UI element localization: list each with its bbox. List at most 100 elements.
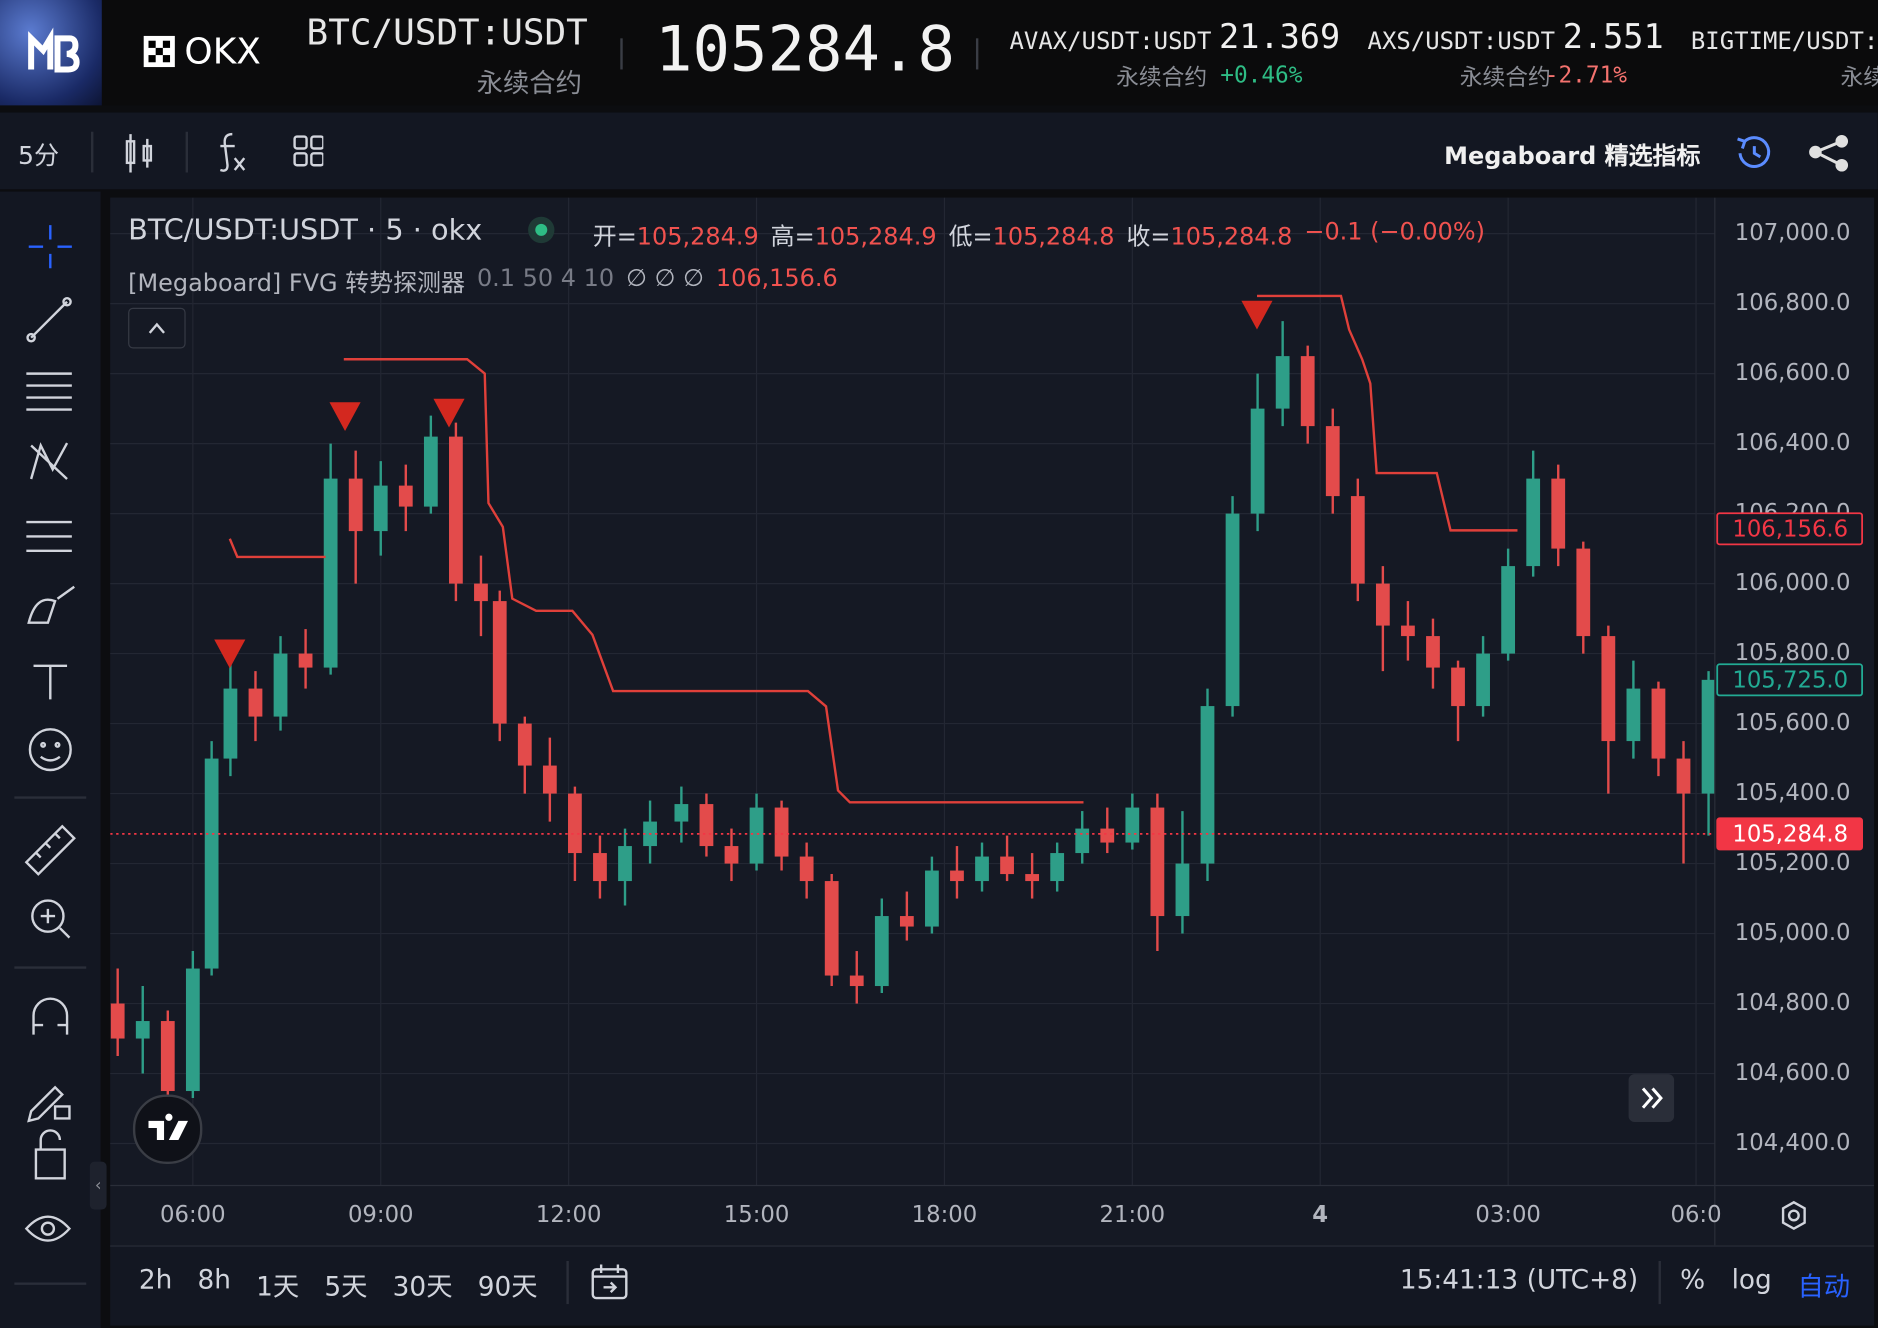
y-tick-label: 107,000.0 [1735, 220, 1851, 246]
ohlc-label: 低= [948, 221, 993, 251]
candle-body [1651, 688, 1666, 759]
legend-indicator[interactable]: [Megaboard] FVG 转势探测器 0.1 50 4 10 ∅ ∅ ∅ … [128, 263, 838, 298]
price-badge-label: 105,284.8 [1732, 822, 1848, 848]
ohlc-label: 收= [1126, 221, 1171, 251]
clock: 15:41:13 (UTC+8) [1399, 1265, 1639, 1296]
toolbar-icons[interactable] [120, 129, 324, 177]
candle-body [674, 804, 689, 822]
candle-body [1676, 758, 1691, 794]
scroll-right[interactable] [1628, 1074, 1675, 1123]
candle-body [1526, 478, 1541, 567]
candle-body [1275, 356, 1290, 409]
candle-body [223, 688, 238, 759]
candle-body [849, 975, 864, 987]
divider [620, 38, 623, 70]
signal-marker [214, 639, 246, 669]
candle-body [1075, 828, 1090, 854]
y-tick-label: 106,000.0 [1735, 570, 1851, 596]
range-button[interactable]: 5天 [324, 1272, 368, 1303]
candle-body [1501, 566, 1516, 654]
collapse-legend[interactable] [128, 307, 186, 349]
candle-body [542, 765, 557, 794]
candle-body [1025, 874, 1040, 882]
log-toggle[interactable]: log [1731, 1265, 1772, 1296]
x-tick-label: 15:00 [724, 1202, 790, 1228]
signal-marker [433, 398, 465, 428]
x-tick-label: 21:00 [1100, 1202, 1166, 1228]
y-tick-label: 105,800.0 [1735, 640, 1851, 666]
ticker-symbol[interactable]: AXS/USDT:USDT [1367, 26, 1556, 56]
ticker-contract: 永续 [1840, 64, 1878, 92]
range-button[interactable]: 30天 [392, 1272, 453, 1303]
candle-body [1050, 853, 1065, 882]
collapse-toolbar[interactable]: ‹ [89, 1161, 107, 1210]
candle-body [348, 478, 363, 532]
range-button[interactable]: 8h [197, 1265, 232, 1296]
ohlc-value: 105,284.8 [1170, 221, 1293, 251]
indicator-params: 0.1 50 4 10 [476, 263, 615, 293]
candle-body [593, 853, 607, 882]
y-tick-label: 105,000.0 [1735, 920, 1851, 946]
x-tick-label: 09:00 [348, 1202, 414, 1228]
ticker-symbol[interactable]: AVAX/USDT:USDT [1009, 26, 1212, 56]
candle-body [1000, 856, 1014, 875]
candle-body [110, 1003, 125, 1039]
brand-icon-mark [148, 40, 171, 63]
indicator-menu[interactable]: Megaboard 精选指标 [1444, 141, 1701, 171]
candle-body [323, 478, 338, 668]
ohlc-label: 高= [770, 221, 815, 251]
range-button[interactable]: 2h [138, 1265, 173, 1296]
candle-body [423, 436, 438, 507]
x-tick-label: 03:00 [1475, 1202, 1541, 1228]
chevron-up [148, 322, 165, 334]
candle-body [749, 807, 764, 864]
candle-body [273, 653, 288, 717]
legend-title[interactable]: BTC/USDT:USDT · 5 · okx [128, 213, 483, 247]
candle-body [568, 793, 582, 854]
y-tick-label: 105,600.0 [1735, 710, 1851, 736]
ticker-price: 21.369 [1219, 16, 1341, 57]
y-tick-label: 104,600.0 [1735, 1060, 1851, 1086]
percent-toggle[interactable]: % [1680, 1265, 1706, 1296]
candle-body [1551, 478, 1566, 549]
ohlc-item: 高=105,284.9 [771, 217, 937, 252]
y-tick-label: 106,400.0 [1735, 430, 1851, 456]
candle-body [1626, 688, 1641, 742]
bottom-bar [110, 1245, 1875, 1326]
range-buttons: 2h 8h 1天 5天 30天 90天 [139, 1266, 538, 1304]
candle-body [1175, 863, 1190, 917]
tv-logo[interactable] [132, 1094, 203, 1164]
range-button[interactable]: 1天 [256, 1272, 300, 1303]
ohlc-item: 开=105,284.9 [593, 217, 759, 252]
replay-icon[interactable] [1737, 136, 1771, 168]
candle-body [1225, 513, 1240, 707]
range-button[interactable]: 90天 [477, 1272, 538, 1303]
candle-body [160, 1021, 175, 1092]
share-icon[interactable] [1809, 135, 1849, 172]
drawing-tools[interactable] [0, 192, 108, 1328]
interval-button[interactable]: 5分 [17, 141, 60, 171]
auto-toggle[interactable]: 自动 [1797, 1272, 1851, 1303]
candle-body [517, 723, 532, 766]
candle-body [874, 916, 889, 987]
status-dot-core [535, 223, 548, 236]
ticker-symbol[interactable]: BIGTIME/USDT: [1690, 26, 1878, 56]
candle-body [824, 881, 839, 976]
goto-date[interactable] [589, 1262, 630, 1303]
brand-icon [143, 35, 175, 68]
indicator-empties: ∅ ∅ ∅ [626, 263, 704, 293]
candle-body [398, 485, 413, 507]
plot [110, 294, 1715, 1116]
ticker-change: -2.71% [1544, 62, 1627, 89]
grid [110, 197, 1715, 1186]
legend-ohlc: 开=105,284.9 高=105,284.9 低=105,284.8 收=10… [593, 217, 1485, 252]
settings-icon[interactable] [1777, 1199, 1811, 1233]
candle-body [185, 968, 200, 1092]
divider [566, 1260, 569, 1305]
candle-body [774, 807, 789, 857]
toolbar [0, 112, 1878, 190]
divider [1658, 1260, 1661, 1305]
indicator-value: 106,156.6 [715, 263, 838, 293]
symbol[interactable]: BTC/USDT:USDT [306, 11, 588, 54]
